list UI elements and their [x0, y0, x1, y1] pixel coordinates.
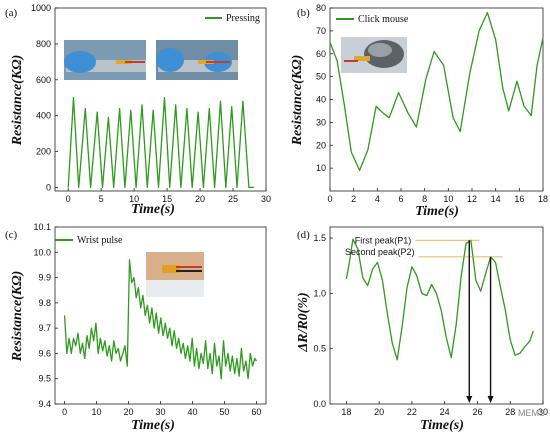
panel-d-ytick-label: 0.5 — [313, 344, 326, 354]
panel-a-xtick-label: 15 — [162, 194, 172, 204]
panel-b-ytick-label: 70 — [316, 26, 326, 36]
panel-b-plot: 0 2 4 6 8 10 12 14 16 18 10 20 30 40 50 60 70 80 — [316, 3, 548, 204]
panel-d-xtick-label: 24 — [440, 407, 450, 417]
panel-a-xlabel: Time(s) — [131, 202, 175, 217]
panel-d-annotation-p1: First peak(P1) — [355, 235, 412, 245]
panel-a-tag: (a) — [5, 7, 18, 19]
panel-b-xtick-label: 4 — [375, 194, 380, 204]
panel-b-ylabel: Resistance(KΩ) — [290, 55, 305, 147]
panel-c-ytick-label: 10.1 — [33, 222, 51, 232]
panel-d-frame — [329, 226, 544, 405]
panel-b-tag: (b) — [297, 7, 310, 19]
panel-d-arrowhead-2 — [487, 396, 494, 403]
panel-b-xtick-label: 0 — [327, 194, 332, 204]
panel-a-xtick-label: 10 — [129, 194, 139, 204]
panel-c-ytick-label: 9.9 — [38, 273, 51, 283]
panel-d-ytick-label: 0.0 — [313, 399, 326, 409]
panel-c-xtick-label: 20 — [124, 407, 134, 417]
watermark-text: MEMS — [518, 408, 545, 418]
panel-d-xtick-label: 22 — [407, 407, 417, 417]
panel-b-xtick-label: 2 — [351, 194, 356, 204]
panel-d-xtick-label: 20 — [374, 407, 384, 417]
panel-c: (c) 0 10 20 30 40 50 60 9.4 9.5 9.6 9.7 9.8 9.9 10.0 1… — [5, 222, 267, 433]
panel-d-annotation-p2: Second peak(P2) — [345, 247, 415, 257]
panel-a-plot: 0 5 10 15 20 25 30 0 200 400 600 800 1000 — [31, 3, 271, 204]
panel-a-xtick-label: 25 — [228, 194, 238, 204]
panel-c-photo — [146, 252, 204, 297]
panel-b-xtick-label: 18 — [538, 194, 548, 204]
panel-a-xtick-label: 20 — [195, 194, 205, 204]
panel-c-xtick-label: 30 — [155, 407, 165, 417]
panel-b: (b) 0 2 4 6 8 10 12 14 16 18 10 20 30 40 50 60 70 80 Clic… — [290, 3, 548, 219]
panel-b-photo — [341, 37, 407, 73]
panel-b-ytick-label: 20 — [316, 140, 326, 150]
panel-c-ylabel: Resistance(KΩ) — [10, 271, 25, 363]
panel-b-ytick-label: 30 — [316, 117, 326, 127]
panel-c-xtick-label: 50 — [219, 407, 229, 417]
panel-a-photo-1 — [64, 40, 146, 80]
panel-c-ytick-label: 10.0 — [33, 247, 51, 257]
panel-a-xtick-label: 5 — [99, 194, 104, 204]
panel-a-ytick-label: 800 — [36, 39, 51, 49]
panel-c-ytick-label: 9.8 — [38, 298, 51, 308]
panel-a-ytick-label: 200 — [36, 147, 51, 157]
panel-c-xtick-label: 60 — [251, 407, 261, 417]
panel-d-tag: (d) — [297, 229, 310, 241]
panel-c-series-line — [63, 259, 257, 380]
panel-b-ytick-label: 50 — [316, 72, 326, 82]
panel-d-xlabel: Time(s) — [420, 418, 464, 433]
panel-a-xtick-label: 30 — [261, 194, 271, 204]
panel-b-ytick-label: 40 — [316, 95, 326, 105]
panel-a-legend-label: Pressing — [226, 13, 260, 24]
panel-c-plot: 0 10 20 30 40 50 60 9.4 9.5 9.6 9.7 9.8 9.9 10.0 10.1 — [33, 222, 267, 417]
panel-d-xtick-label: 26 — [472, 407, 482, 417]
panel-a-photo-2 — [156, 40, 238, 80]
panel-c-xtick-label: 0 — [62, 407, 67, 417]
panel-b-xtick-label: 8 — [422, 194, 427, 204]
panel-d-ytick-label: 1.5 — [313, 233, 326, 243]
panel-a-ytick-label: 0 — [46, 182, 51, 192]
panel-c-tag: (c) — [5, 229, 18, 241]
panel-d-plot: 18 20 22 24 26 28 30 0.0 0.5 1.0 1.5 First peak(P1)… — [313, 226, 548, 417]
panel-b-xtick-label: 10 — [443, 194, 453, 204]
panel-a-ytick-label: 400 — [36, 111, 51, 121]
panel-b-ytick-label: 80 — [316, 3, 326, 13]
panel-d-arrowhead-1 — [466, 396, 473, 403]
panel-b-xtick-label: 12 — [467, 194, 477, 204]
panel-b-xtick-label: 16 — [514, 194, 524, 204]
panel-b-xlabel: Time(s) — [415, 204, 459, 219]
panel-b-ytick-label: 60 — [316, 49, 326, 59]
panel-b-legend-label: Click mouse — [358, 14, 409, 25]
panel-c-legend-label: Wrist pulse — [77, 235, 123, 246]
panel-c-xlabel: Time(s) — [131, 418, 175, 433]
panel-d-xtick-label: 28 — [505, 407, 515, 417]
panel-d-ytick-label: 1.0 — [313, 288, 326, 298]
panel-d-series-line — [345, 238, 534, 361]
panel-a-xtick-label: 0 — [66, 194, 71, 204]
panel-a-ytick-label: 1000 — [31, 3, 51, 13]
panel-d-xtick-label: 30 — [538, 407, 548, 417]
panel-c-ytick-label: 9.6 — [38, 348, 51, 358]
panel-d: (d) 18 20 22 24 26 28 30 0.0 0.5 1.0 1.5 First peak… — [296, 226, 548, 433]
panel-b-xtick-label: 6 — [398, 194, 403, 204]
panel-c-ytick-label: 9.5 — [38, 374, 51, 384]
panel-b-series-line — [329, 11, 544, 172]
panel-a: (a) 0 5 10 15 20 25 30 0 200 400 600 800 1000 Pressi… — [5, 3, 271, 217]
panel-c-ytick-label: 9.4 — [38, 399, 51, 409]
panel-c-ytick-label: 9.7 — [38, 323, 51, 333]
panel-b-xtick-label: 14 — [491, 194, 501, 204]
panel-a-ytick-label: 600 — [36, 75, 51, 85]
panel-a-ylabel: Resistance(KΩ) — [10, 55, 25, 147]
panel-c-xtick-label: 10 — [92, 407, 102, 417]
panel-d-ylabel: ΔR/R0(%) — [296, 292, 311, 352]
panel-c-xtick-label: 40 — [187, 407, 197, 417]
panel-b-ytick-label: 10 — [316, 163, 326, 173]
panel-a-frame — [54, 7, 267, 192]
panel-d-xtick-label: 18 — [341, 407, 351, 417]
panel-a-series-line — [67, 97, 255, 189]
